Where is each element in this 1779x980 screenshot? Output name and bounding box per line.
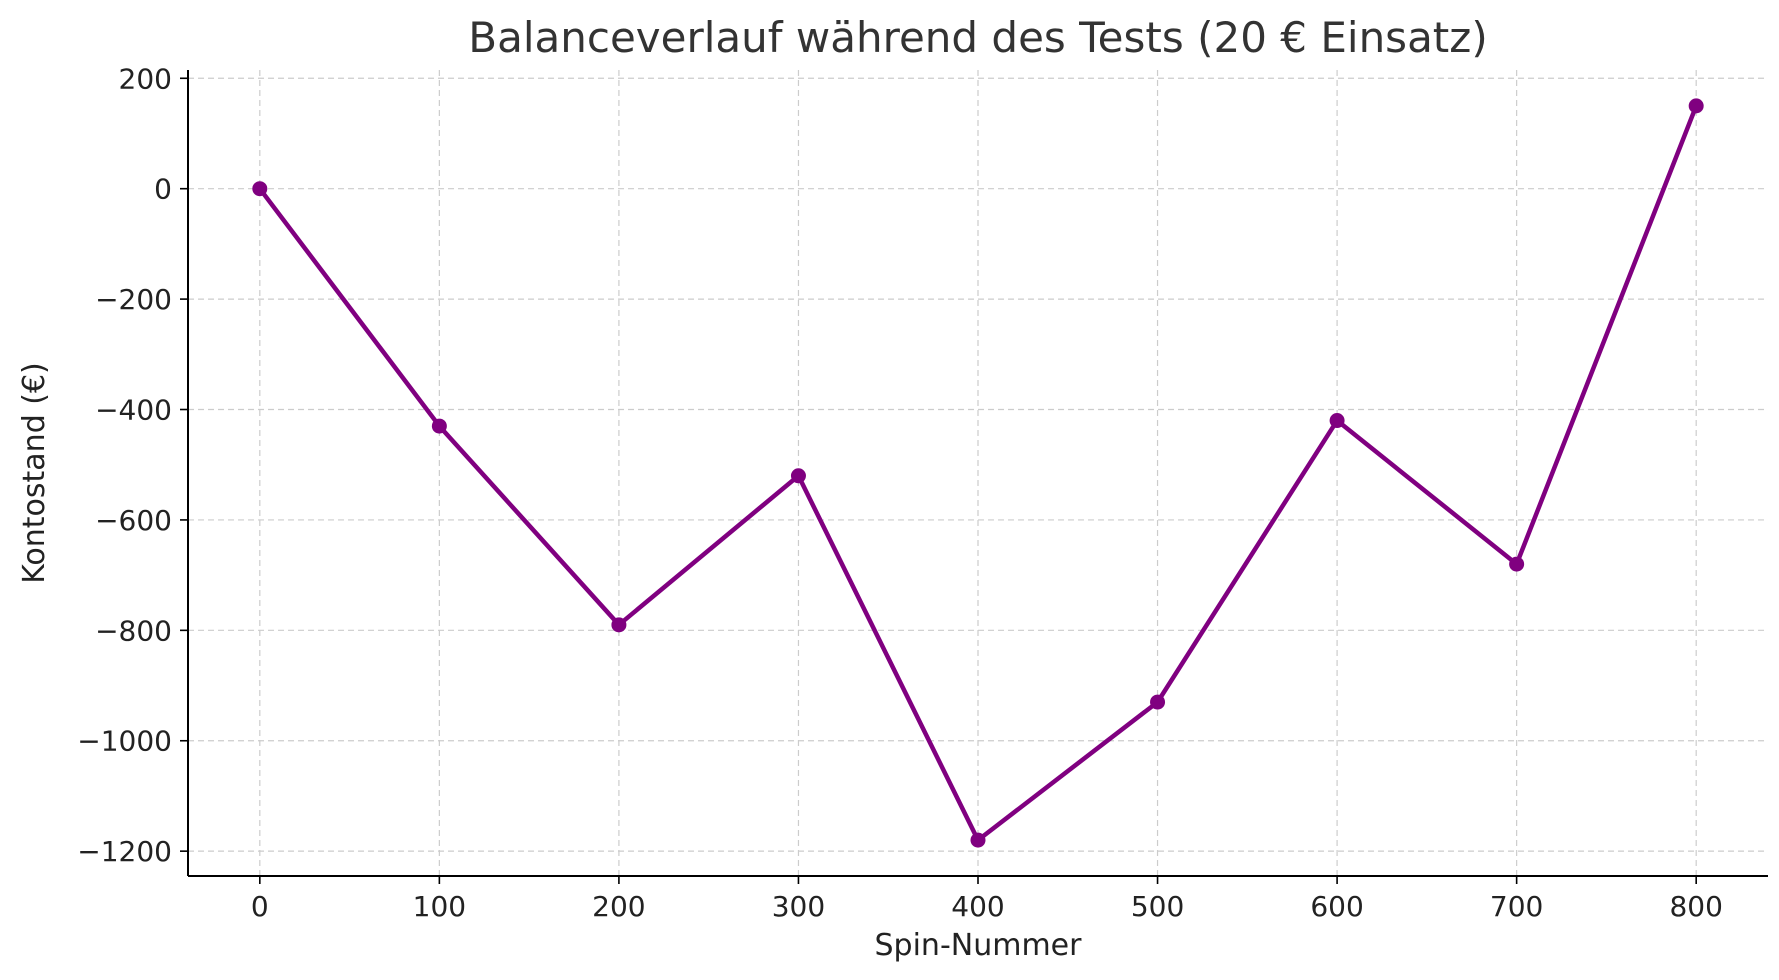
x-tick-label: 200 — [592, 890, 645, 923]
y-tick-label: −1000 — [77, 725, 172, 758]
data-point — [431, 418, 447, 434]
chart-title: Balanceverlauf während des Tests (20 € E… — [468, 13, 1487, 62]
data-point — [790, 468, 806, 484]
x-tick-label: 300 — [772, 890, 825, 923]
y-tick-label: 0 — [154, 173, 172, 206]
y-tick-label: −800 — [95, 614, 172, 647]
x-tick-label: 800 — [1669, 890, 1722, 923]
y-tick-label: −600 — [95, 504, 172, 537]
y-tick-label: −400 — [95, 394, 172, 427]
grid — [188, 70, 1768, 876]
data-point — [1329, 413, 1345, 429]
x-tick-label: 100 — [413, 890, 466, 923]
y-tick-label: −200 — [95, 283, 172, 316]
y-tick-label: −1200 — [77, 835, 172, 868]
data-point — [252, 181, 268, 197]
data-series — [252, 98, 1704, 848]
data-point — [1688, 98, 1704, 114]
x-tick-label: 500 — [1131, 890, 1184, 923]
x-tick-label: 0 — [251, 890, 269, 923]
x-tick-label: 400 — [951, 890, 1004, 923]
y-axis-label: Kontostand (€) — [17, 362, 52, 584]
ticks: 200 0 −200 −400 −600 −800 −1000 −1200 0 100 200 300… — [77, 62, 1723, 923]
x-tick-label: 600 — [1310, 890, 1363, 923]
data-point — [1509, 556, 1525, 572]
x-axis-label: Spin-Nummer — [875, 928, 1083, 963]
data-point — [1150, 694, 1166, 710]
data-point — [970, 832, 986, 848]
y-tick-label: 200 — [119, 62, 172, 95]
data-point — [611, 617, 627, 633]
x-tick-label: 700 — [1490, 890, 1543, 923]
